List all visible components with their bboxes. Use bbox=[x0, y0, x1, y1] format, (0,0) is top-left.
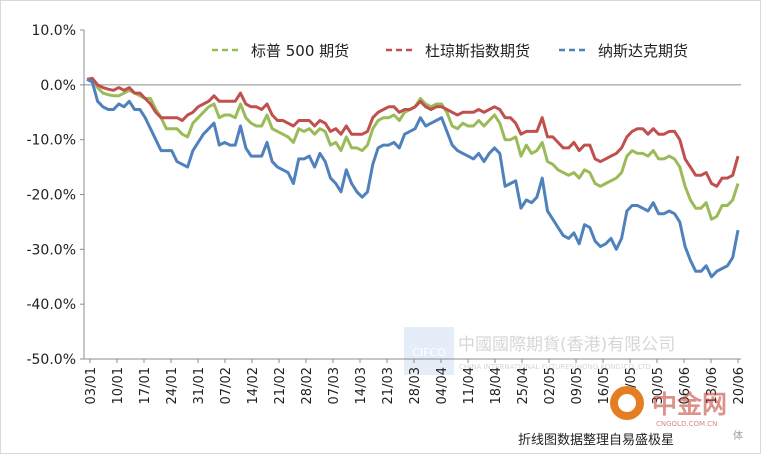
legend-item-sp500: 标普 500 期货 bbox=[212, 42, 349, 60]
watermark-company-en: CHINA INTERNATIONAL FUTURES(HONG KONG)CO… bbox=[459, 363, 653, 371]
x-tick-label: 11/04 bbox=[462, 367, 477, 404]
y-tick-label: -30.0% bbox=[26, 242, 76, 258]
site-logo-domain: CNGOLD.COM.CN bbox=[656, 420, 717, 428]
source-caption: 折线图数据整理自易盛极星 bbox=[518, 433, 674, 448]
legend-label-nasdaq: 纳斯达克期货 bbox=[598, 42, 688, 60]
x-tick-label: 04/04 bbox=[435, 367, 450, 404]
x-tick-label: 28/03 bbox=[408, 367, 423, 404]
x-tick-label: 13/06 bbox=[705, 367, 720, 404]
y-tick-label: -20.0% bbox=[26, 188, 76, 204]
x-axis: 03/01 10/01 17/01 24/01 31/01 07/02 14/02 21/02… bbox=[84, 358, 747, 404]
x-tick-label: 20/06 bbox=[732, 367, 747, 404]
x-tick-label: 03/01 bbox=[84, 367, 99, 404]
legend-item-nasdaq: 纳斯达克期货 bbox=[559, 42, 688, 60]
legend-label-dow: 杜琼斯指数期货 bbox=[425, 42, 530, 60]
y-tick-label: -40.0% bbox=[26, 297, 76, 313]
x-tick-label: 07/02 bbox=[219, 367, 234, 404]
y-tick-label: -10.0% bbox=[26, 133, 76, 149]
y-tick-label: 10.0% bbox=[32, 23, 76, 39]
x-tick-label: 28/02 bbox=[300, 367, 315, 404]
cifco-logo-text: CIFCO bbox=[412, 346, 446, 359]
legend: 标普 500 期货 杜琼斯指数期货 纳斯达克期货 bbox=[212, 42, 688, 60]
watermark-company-cn: 中國國際期貨(香港)有限公司 bbox=[458, 335, 675, 355]
x-tick-label: 16/05 bbox=[597, 367, 612, 404]
y-tick-label: 0.0% bbox=[40, 78, 76, 94]
x-tick-label: 17/01 bbox=[138, 367, 153, 404]
x-tick-label: 25/04 bbox=[516, 367, 531, 404]
x-tick-label: 14/03 bbox=[354, 367, 369, 404]
site-logo-coin-inner bbox=[618, 394, 636, 412]
x-tick-label: 10/01 bbox=[111, 367, 126, 404]
x-tick-label: 21/02 bbox=[273, 367, 288, 404]
x-tick-label: 24/01 bbox=[165, 367, 180, 404]
site-logo-extra: 体 bbox=[733, 430, 743, 442]
legend-label-sp500: 标普 500 期货 bbox=[251, 42, 349, 60]
cifco-logo-block bbox=[404, 327, 454, 375]
x-tick-label: 02/05 bbox=[543, 367, 558, 404]
series-line-nasdaq bbox=[86, 77, 740, 279]
x-tick-label: 18/04 bbox=[489, 367, 504, 404]
site-logo-name: 中金网 bbox=[652, 390, 727, 419]
y-tick-label: -50.0% bbox=[26, 352, 76, 368]
legend-item-dow: 杜琼斯指数期货 bbox=[386, 42, 530, 60]
site-logo: 中金网 CNGOLD.COM.CN 体 bbox=[610, 386, 743, 442]
x-tick-label: 07/03 bbox=[327, 367, 342, 404]
x-tick-label: 09/05 bbox=[570, 367, 585, 404]
x-tick-label: 21/03 bbox=[381, 367, 396, 404]
series-layer bbox=[86, 76, 740, 279]
x-tick-label: 14/02 bbox=[246, 367, 261, 404]
x-tick-label: 31/01 bbox=[192, 367, 207, 404]
x-tick-label: 06/06 bbox=[678, 367, 693, 404]
x-tick-label: 30/05 bbox=[651, 367, 666, 404]
y-axis: 10.0% 0.0% -10.0% -20.0% -30.0% -40.0% -50.0% bbox=[26, 23, 741, 368]
company-watermark: CIFCO 中國國際期貨(香港)有限公司 CHINA INTERNATIONAL… bbox=[404, 327, 675, 375]
series-line-dow bbox=[86, 76, 740, 188]
